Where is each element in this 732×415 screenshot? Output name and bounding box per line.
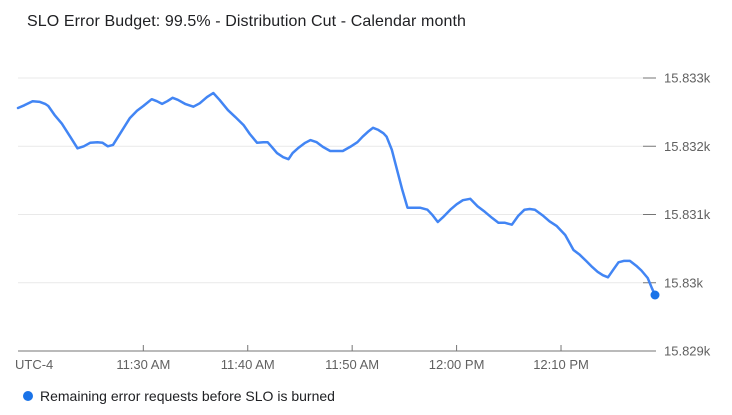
x-axis-label: 12:10 PM [533,357,589,372]
chart-title: SLO Error Budget: 99.5% - Distribution C… [27,13,466,30]
series-marker-icon [23,391,33,401]
x-axis-label: 12:00 PM [429,357,485,372]
y-axis-label: 15.832k [664,139,711,154]
series-line [16,91,657,297]
x-axis-label: 11:40 AM [221,357,275,372]
y-axis-label: 15.833k [664,71,711,86]
y-axis-label: 15.831k [664,207,711,222]
x-axis-timezone-label: UTC-4 [15,357,53,372]
last-point-marker [650,290,660,300]
legend-item[interactable]: Remaining error requests before SLO is b… [23,387,335,405]
x-axis-label: 11:30 AM [116,357,170,372]
y-axis-label: 15.829k [664,344,711,359]
y-axis-label: 15.83k [664,275,704,290]
x-axis-label: 11:50 AM [325,357,379,372]
legend-label: Remaining error requests before SLO is b… [40,388,335,404]
